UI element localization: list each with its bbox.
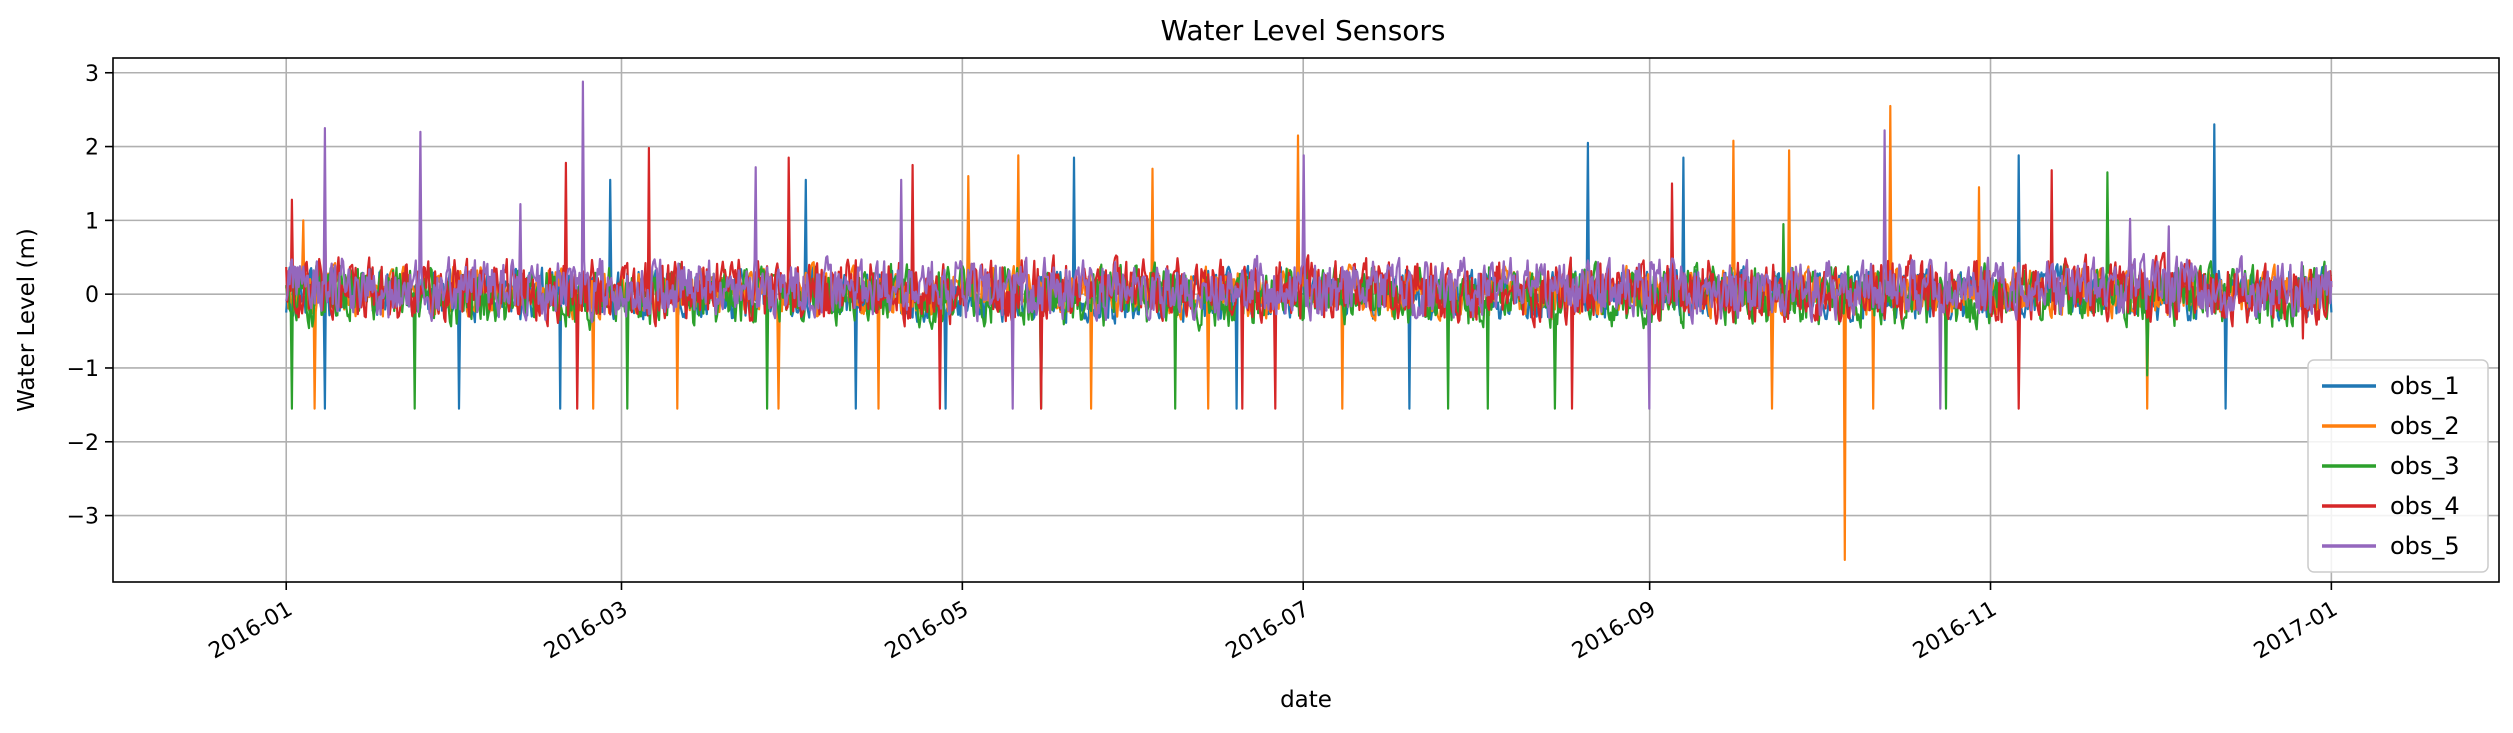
legend-label-obs_2: obs_2	[2390, 412, 2460, 440]
x-axis-title: date	[1280, 687, 1332, 713]
legend: obs_1 obs_2 obs_3 obs_4 obs_5	[2307, 359, 2489, 573]
chart-title: Water Level Sensors	[1160, 14, 1445, 47]
legend-label-obs_4: obs_4	[2390, 492, 2460, 520]
series-line-obs_5	[285, 80, 2333, 410]
plot-area-frame	[112, 57, 2500, 583]
y-tick-label: −1	[67, 357, 99, 382]
y-tick-label: 3	[85, 62, 99, 87]
y-tick-label: −2	[67, 431, 99, 456]
y-tick-label: 2	[85, 136, 99, 161]
y-tick-label: 0	[85, 283, 99, 308]
legend-label-obs_1: obs_1	[2390, 372, 2460, 400]
legend-box	[2307, 359, 2489, 573]
y-tick-label: 1	[85, 209, 99, 234]
y-axis-title: Water Level (m)	[14, 228, 40, 412]
legend-label-obs_3: obs_3	[2390, 452, 2460, 480]
series-layer	[285, 80, 2333, 561]
y-tick-label: −3	[67, 505, 99, 530]
legend-label-obs_5: obs_5	[2390, 532, 2460, 560]
